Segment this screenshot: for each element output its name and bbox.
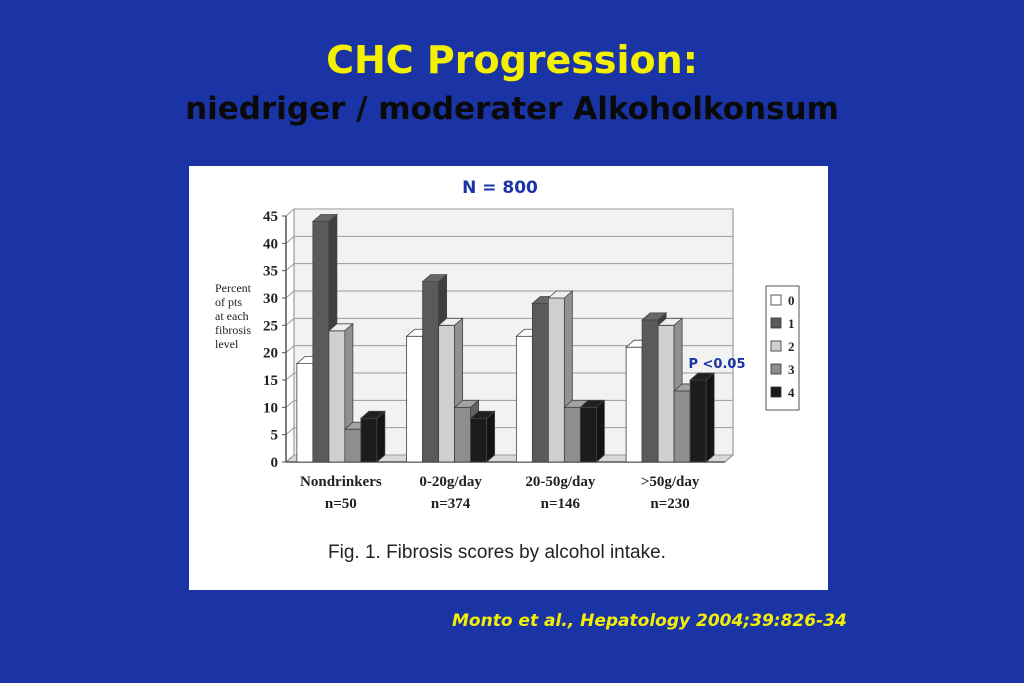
bar-front: [673, 390, 691, 463]
y-axis-label: at each: [215, 309, 249, 323]
x-category-label: Nondrinkers: [300, 474, 382, 490]
x-category-label: 20-50g/day: [525, 474, 596, 490]
y-tick-label: 40: [263, 236, 278, 252]
gridline: [285, 290, 733, 299]
x-category-label: >50g/day: [641, 474, 700, 490]
y-tick-label: 15: [263, 373, 278, 389]
chart-panel: 0 5 10 15 20 25 30 35 40 45 Percent of pts at each fi…: [189, 166, 828, 590]
x-category-count: n=146: [541, 496, 581, 512]
bar-side: [376, 410, 386, 463]
gridline: [285, 317, 733, 326]
figure-caption: Fig. 1. Fibrosis scores by alcohol intak…: [328, 542, 666, 563]
gridline: [285, 208, 733, 217]
bar-front: [625, 346, 643, 463]
bar-front: [579, 406, 597, 463]
bar-front: [312, 221, 330, 463]
bar-side: [705, 372, 715, 463]
legend-swatch: [770, 386, 782, 398]
legend-label: 3: [788, 362, 795, 377]
x-category-count: n=230: [650, 496, 689, 512]
bar-front: [657, 324, 675, 463]
bar-front: [563, 406, 581, 463]
y-tick-label: 0: [271, 455, 279, 471]
p-value-annotation: P <0.05: [688, 357, 745, 372]
legend-swatch: [770, 294, 782, 306]
gridline: [285, 235, 733, 244]
bar: [469, 410, 496, 463]
bar-front: [641, 319, 659, 463]
bar-front: [470, 417, 488, 463]
bar-front: [360, 417, 378, 463]
y-tick-label: 10: [263, 400, 278, 416]
x-category-label: 0-20g/day: [419, 474, 482, 490]
y-axis-label: of pts: [215, 295, 242, 309]
n-annotation: N = 800: [462, 178, 538, 198]
legend-swatch: [770, 317, 782, 329]
bar-side: [595, 399, 605, 463]
y-tick-label: 5: [271, 428, 279, 444]
citation: Monto et al., Hepatology 2004;39:826-34: [452, 611, 847, 631]
y-axis-label: fibrosis: [215, 323, 251, 337]
y-axis-label: level: [215, 337, 239, 351]
bar-front: [531, 303, 549, 463]
bar-front: [515, 335, 533, 463]
bar-side: [486, 410, 496, 463]
legend-label: 4: [788, 385, 795, 400]
slide-title: CHC Progression:: [326, 38, 698, 82]
y-tick-label: 30: [263, 291, 278, 307]
bar-front: [454, 406, 472, 463]
gridline: [285, 345, 733, 354]
x-category-count: n=50: [325, 496, 357, 512]
legend-swatch: [770, 340, 782, 352]
bar-front: [689, 379, 707, 463]
bar-front: [328, 330, 346, 463]
bar-front: [296, 363, 314, 463]
bar-front: [406, 335, 424, 463]
slide-subtitle: niedriger / moderater Alkoholkonsum: [185, 91, 839, 127]
bar: [689, 372, 716, 463]
bar-front: [344, 428, 362, 463]
legend-label: 0: [788, 293, 795, 308]
bar-front: [422, 281, 440, 463]
y-axis-label: Percent: [215, 281, 252, 295]
legend-label: 1: [788, 316, 795, 331]
x-category-count: n=374: [431, 496, 471, 512]
y-tick-label: 35: [263, 264, 278, 280]
gridline: [285, 372, 733, 381]
legend-label: 2: [788, 339, 795, 354]
legend-swatch: [770, 363, 782, 375]
y-tick-label: 20: [263, 346, 278, 362]
y-tick-label: 25: [263, 318, 278, 334]
gridline: [285, 263, 733, 272]
bar: [359, 410, 386, 463]
bar-front: [438, 324, 456, 463]
bar: [579, 399, 606, 463]
y-tick-label: 45: [263, 209, 278, 225]
bar-front: [547, 297, 565, 463]
